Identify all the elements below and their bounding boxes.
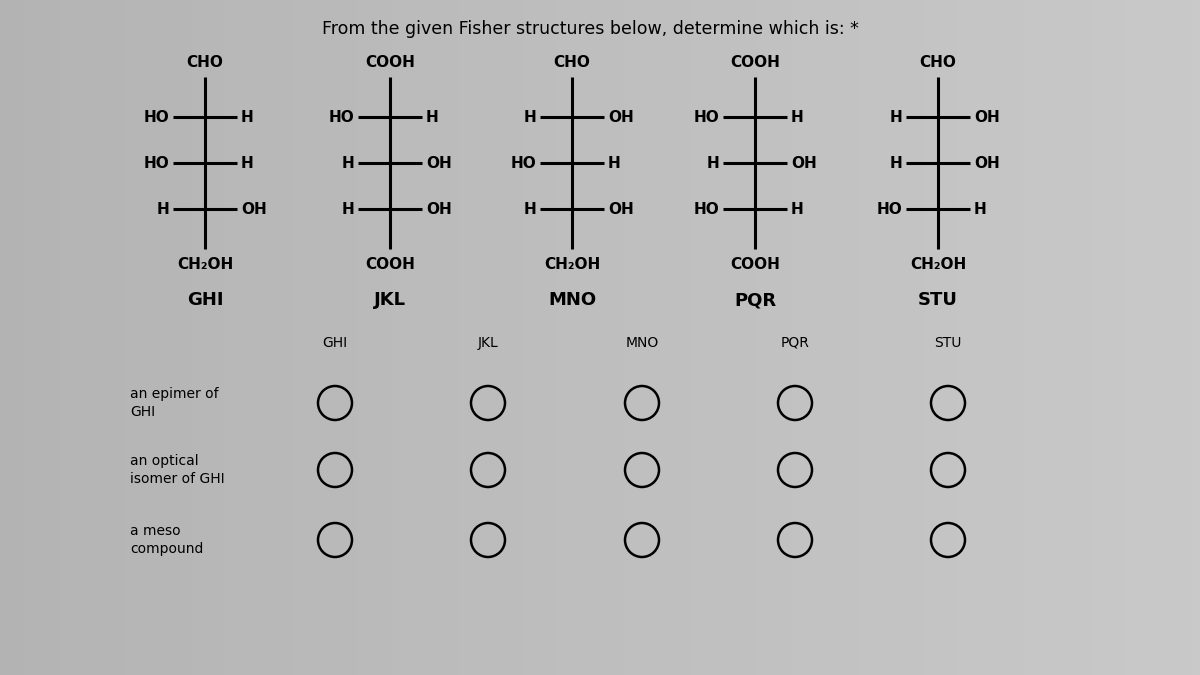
- Text: an optical
isomer of GHI: an optical isomer of GHI: [130, 454, 224, 486]
- Text: CHO: CHO: [919, 55, 956, 70]
- Text: a meso
compound: a meso compound: [130, 524, 203, 556]
- Text: H: H: [241, 155, 253, 171]
- Text: OH: OH: [241, 202, 266, 217]
- Text: JKL: JKL: [374, 291, 406, 309]
- Text: COOH: COOH: [730, 257, 780, 272]
- Text: H: H: [889, 155, 902, 171]
- Text: MNO: MNO: [548, 291, 596, 309]
- Text: COOH: COOH: [365, 55, 415, 70]
- Text: H: H: [523, 109, 536, 124]
- Text: OH: OH: [426, 155, 451, 171]
- Text: CH₂OH: CH₂OH: [544, 257, 600, 272]
- Text: OH: OH: [426, 202, 451, 217]
- Text: COOH: COOH: [365, 257, 415, 272]
- Text: JKL: JKL: [478, 336, 498, 350]
- Text: MNO: MNO: [625, 336, 659, 350]
- Text: HO: HO: [143, 155, 169, 171]
- Text: H: H: [707, 155, 719, 171]
- Text: H: H: [426, 109, 439, 124]
- Text: H: H: [156, 202, 169, 217]
- Text: H: H: [608, 155, 620, 171]
- Text: CH₂OH: CH₂OH: [910, 257, 966, 272]
- Text: H: H: [341, 155, 354, 171]
- Text: H: H: [791, 109, 804, 124]
- Text: an epimer of
GHI: an epimer of GHI: [130, 387, 218, 419]
- Text: HO: HO: [694, 202, 719, 217]
- Text: H: H: [241, 109, 253, 124]
- Text: HO: HO: [694, 109, 719, 124]
- Text: H: H: [341, 202, 354, 217]
- Text: OH: OH: [791, 155, 817, 171]
- Text: HO: HO: [510, 155, 536, 171]
- Text: OH: OH: [608, 109, 634, 124]
- Text: PQR: PQR: [734, 291, 776, 309]
- Text: HO: HO: [329, 109, 354, 124]
- Text: COOH: COOH: [730, 55, 780, 70]
- Text: CHO: CHO: [186, 55, 223, 70]
- Text: OH: OH: [608, 202, 634, 217]
- Text: From the given Fisher structures below, determine which is: *: From the given Fisher structures below, …: [322, 20, 858, 38]
- Text: H: H: [523, 202, 536, 217]
- Text: HO: HO: [143, 109, 169, 124]
- Text: H: H: [791, 202, 804, 217]
- Text: PQR: PQR: [780, 336, 810, 350]
- Text: STU: STU: [935, 336, 961, 350]
- Text: H: H: [974, 202, 986, 217]
- Text: GHI: GHI: [187, 291, 223, 309]
- Text: GHI: GHI: [323, 336, 348, 350]
- Text: H: H: [889, 109, 902, 124]
- Text: HO: HO: [876, 202, 902, 217]
- Text: STU: STU: [918, 291, 958, 309]
- Text: OH: OH: [974, 155, 1000, 171]
- Text: CH₂OH: CH₂OH: [176, 257, 233, 272]
- Text: CHO: CHO: [553, 55, 590, 70]
- Text: OH: OH: [974, 109, 1000, 124]
